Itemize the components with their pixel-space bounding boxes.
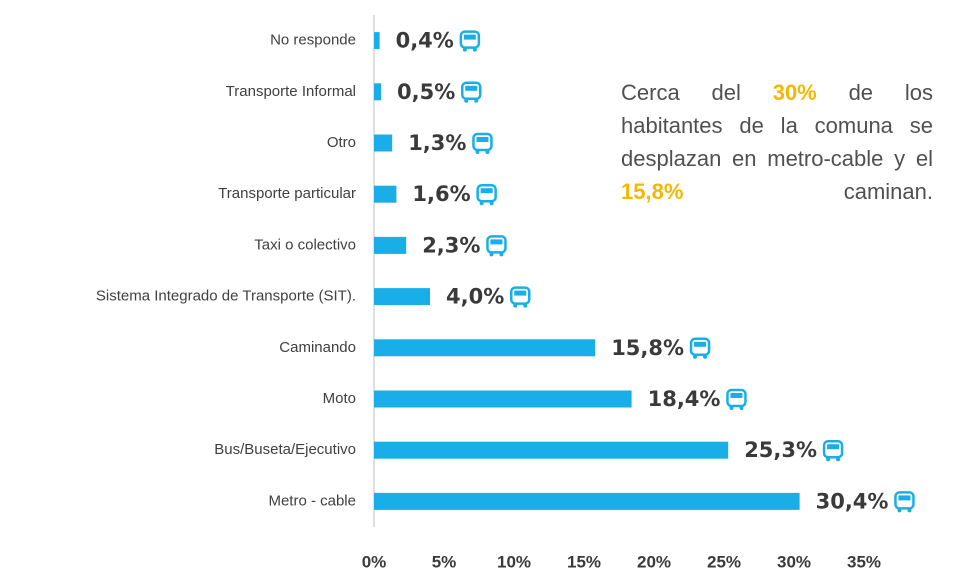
icon-body	[726, 388, 747, 408]
bar	[374, 236, 407, 254]
icon-wheel	[489, 252, 494, 257]
icon-body	[472, 132, 493, 152]
bar	[374, 441, 729, 459]
icon-wheel	[836, 457, 841, 462]
icon-wheel	[474, 98, 479, 103]
y-tick-label: Sistema Integrado de Transporte (SIT).	[96, 288, 356, 305]
x-tick-label: 20%	[637, 552, 671, 571]
value-label: 4,0%	[446, 285, 504, 309]
icon	[486, 235, 507, 257]
y-tick-label: Caminando	[279, 339, 356, 356]
y-tick-label: Transporte Informal	[226, 83, 356, 100]
x-tick-label: 0%	[362, 552, 387, 571]
icon-body	[689, 337, 711, 357]
icon-wheel	[729, 406, 734, 410]
icon-window	[730, 393, 743, 398]
icon-wheel	[523, 303, 528, 308]
icon-body	[476, 183, 497, 203]
bar	[374, 492, 800, 510]
icon	[461, 81, 482, 103]
icon-wheel	[479, 201, 484, 206]
icon-window	[514, 290, 527, 296]
bar	[374, 390, 632, 408]
icon-window	[490, 239, 503, 245]
value-label: 15,8%	[611, 336, 684, 360]
icon-wheel	[739, 406, 744, 410]
bar	[374, 339, 596, 357]
icon	[894, 491, 915, 513]
icon	[472, 132, 493, 154]
icon-window	[898, 495, 911, 501]
icon-wheel	[703, 354, 708, 359]
value-label: 18,4%	[648, 387, 721, 411]
value-label: 25,3%	[744, 438, 817, 462]
icon	[726, 388, 747, 410]
value-label: 1,3%	[408, 131, 466, 155]
bar	[374, 288, 430, 306]
annotation: Cerca del 30% de los habitantes de la co…	[621, 76, 933, 208]
icon-body	[461, 81, 482, 101]
icon-body	[822, 439, 844, 459]
icon-wheel	[462, 47, 467, 52]
annotation-text: Cerca del	[621, 80, 773, 105]
bar	[374, 185, 397, 203]
icon-window	[480, 188, 493, 194]
icon-window	[465, 85, 478, 91]
x-tick-label: 15%	[567, 552, 601, 571]
value-label: 0,4%	[396, 29, 454, 53]
icon-wheel	[513, 303, 518, 308]
bar	[374, 134, 393, 152]
annotation-highlight: 15,8%	[621, 179, 684, 204]
icon-window	[694, 341, 707, 347]
icon-wheel	[897, 508, 902, 513]
icon-window	[463, 34, 476, 40]
icon-wheel	[472, 47, 477, 52]
bar	[374, 83, 381, 101]
x-tick-label: 25%	[707, 552, 741, 571]
y-tick-label: Otro	[327, 134, 356, 151]
icon-wheel	[485, 150, 490, 154]
x-tick-label: 5%	[432, 552, 457, 571]
annotation-text: caminan.	[683, 179, 933, 204]
annotation-highlight: 30%	[772, 80, 817, 105]
icon-body	[486, 235, 507, 254]
y-tick-label: Metro - cable	[268, 492, 356, 509]
y-tick-label: Taxi o colectivo	[254, 236, 356, 253]
icon-body	[510, 286, 531, 305]
icon-body	[459, 30, 481, 49]
bar	[374, 32, 380, 50]
x-tick-label: 10%	[497, 552, 531, 571]
y-tick-label: Moto	[323, 390, 356, 407]
annotation-text: de los habitantes de la comuna se despla…	[621, 80, 933, 171]
icon-window	[476, 137, 489, 142]
icon-wheel	[826, 457, 831, 462]
icon	[689, 337, 711, 359]
icon	[459, 30, 481, 52]
icon-wheel	[464, 98, 469, 103]
value-label: 0,5%	[397, 80, 455, 104]
y-tick-label: No responde	[270, 32, 356, 49]
icon-wheel	[475, 150, 480, 154]
y-tick-label: Bus/Buseta/Ejecutivo	[214, 441, 356, 458]
icon-wheel	[499, 252, 504, 257]
x-tick-label: 35%	[847, 552, 881, 571]
x-tick-label: 30%	[777, 552, 811, 571]
icon	[822, 439, 844, 462]
icon-wheel	[489, 201, 494, 206]
icon	[476, 183, 497, 206]
icon-wheel	[907, 508, 912, 513]
icon-wheel	[693, 354, 698, 359]
icon-body	[894, 491, 915, 510]
y-tick-label: Transporte particular	[218, 185, 356, 202]
value-label: 1,6%	[412, 182, 470, 206]
icon-window	[827, 444, 840, 450]
value-label: 2,3%	[422, 233, 480, 257]
icon	[510, 286, 531, 308]
value-label: 30,4%	[816, 489, 889, 513]
